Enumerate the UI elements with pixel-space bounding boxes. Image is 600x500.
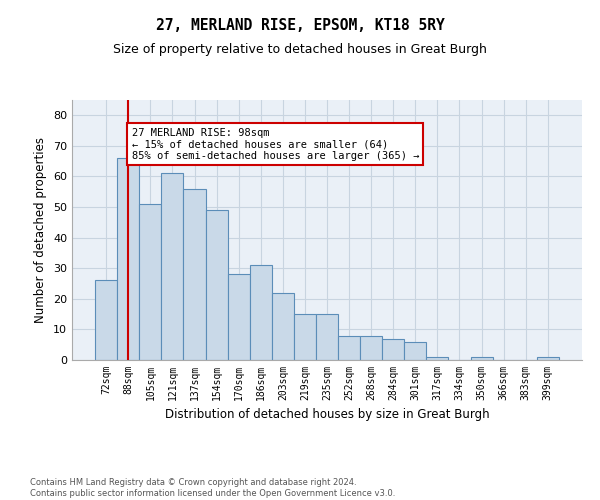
Bar xyxy=(427,357,448,360)
Bar xyxy=(117,158,139,360)
Y-axis label: Number of detached properties: Number of detached properties xyxy=(34,137,47,323)
Bar xyxy=(338,336,360,360)
Bar xyxy=(227,274,250,360)
Bar xyxy=(206,210,227,360)
Bar xyxy=(470,357,493,360)
Text: Contains HM Land Registry data © Crown copyright and database right 2024.
Contai: Contains HM Land Registry data © Crown c… xyxy=(30,478,395,498)
Bar xyxy=(139,204,161,360)
Text: 27 MERLAND RISE: 98sqm
← 15% of detached houses are smaller (64)
85% of semi-det: 27 MERLAND RISE: 98sqm ← 15% of detached… xyxy=(131,128,419,160)
Bar xyxy=(316,314,338,360)
Bar xyxy=(537,357,559,360)
Bar xyxy=(294,314,316,360)
Bar xyxy=(404,342,427,360)
X-axis label: Distribution of detached houses by size in Great Burgh: Distribution of detached houses by size … xyxy=(164,408,490,422)
Bar xyxy=(360,336,382,360)
Bar xyxy=(382,338,404,360)
Bar xyxy=(161,174,184,360)
Bar xyxy=(250,265,272,360)
Bar xyxy=(184,188,206,360)
Text: 27, MERLAND RISE, EPSOM, KT18 5RY: 27, MERLAND RISE, EPSOM, KT18 5RY xyxy=(155,18,445,32)
Bar xyxy=(95,280,117,360)
Text: Size of property relative to detached houses in Great Burgh: Size of property relative to detached ho… xyxy=(113,42,487,56)
Bar xyxy=(272,292,294,360)
